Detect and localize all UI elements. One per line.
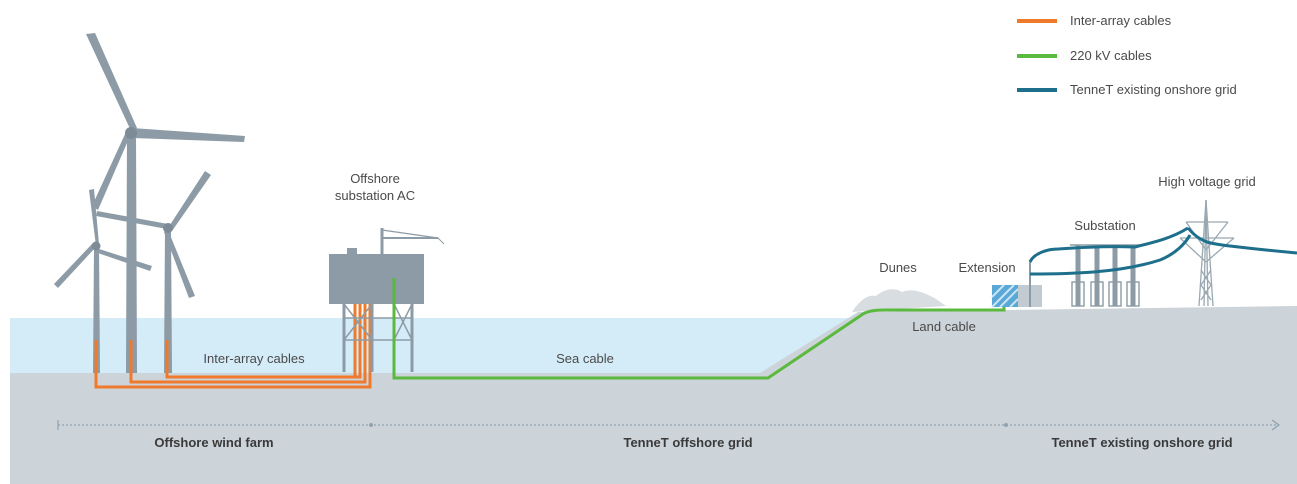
section-arrow-head xyxy=(1271,419,1281,431)
onshore-substation xyxy=(1070,244,1140,307)
section-tennet-existing-onshore-grid: TenneT existing onshore grid xyxy=(1051,435,1232,450)
inter-array-cables-label: Inter-array cables xyxy=(203,351,305,366)
section-offshore-wind-farm: Offshore wind farm xyxy=(154,435,273,450)
extension xyxy=(991,262,1042,308)
wind-turbine-medium xyxy=(96,171,211,373)
offshore-substation-label-line2: substation AC xyxy=(335,188,415,203)
section-divider-1 xyxy=(369,423,373,427)
sea-cable-label: Sea cable xyxy=(556,351,614,366)
dunes-label: Dunes xyxy=(879,260,917,275)
high-voltage-grid-label: High voltage grid xyxy=(1158,174,1256,189)
legend-onshore-grid-label: TenneT existing onshore grid xyxy=(1070,82,1237,97)
extension-label: Extension xyxy=(958,260,1015,275)
pylon xyxy=(1179,199,1235,307)
section-tennet-offshore-grid: TenneT offshore grid xyxy=(623,435,752,450)
dunes xyxy=(852,289,946,312)
ground xyxy=(10,306,1297,484)
inter-array-cables xyxy=(94,265,372,389)
onshore-grid-lines xyxy=(1028,226,1297,276)
legend-220kv-label: 220 kV cables xyxy=(1070,48,1152,63)
section-divider-2 xyxy=(1004,423,1008,427)
legend-inter-array-label: Inter-array cables xyxy=(1070,13,1172,28)
legend: Inter-array cables 220 kV cables TenneT … xyxy=(1017,13,1237,97)
offshore-substation-label-line1: Offshore xyxy=(350,171,400,186)
cable-220kv xyxy=(392,278,1006,380)
land-cable-label: Land cable xyxy=(912,319,976,334)
wind-turbine-large xyxy=(86,33,245,373)
offshore-substation xyxy=(329,228,445,372)
wind-turbine-small xyxy=(54,189,152,373)
substation-label: Substation xyxy=(1074,218,1135,233)
